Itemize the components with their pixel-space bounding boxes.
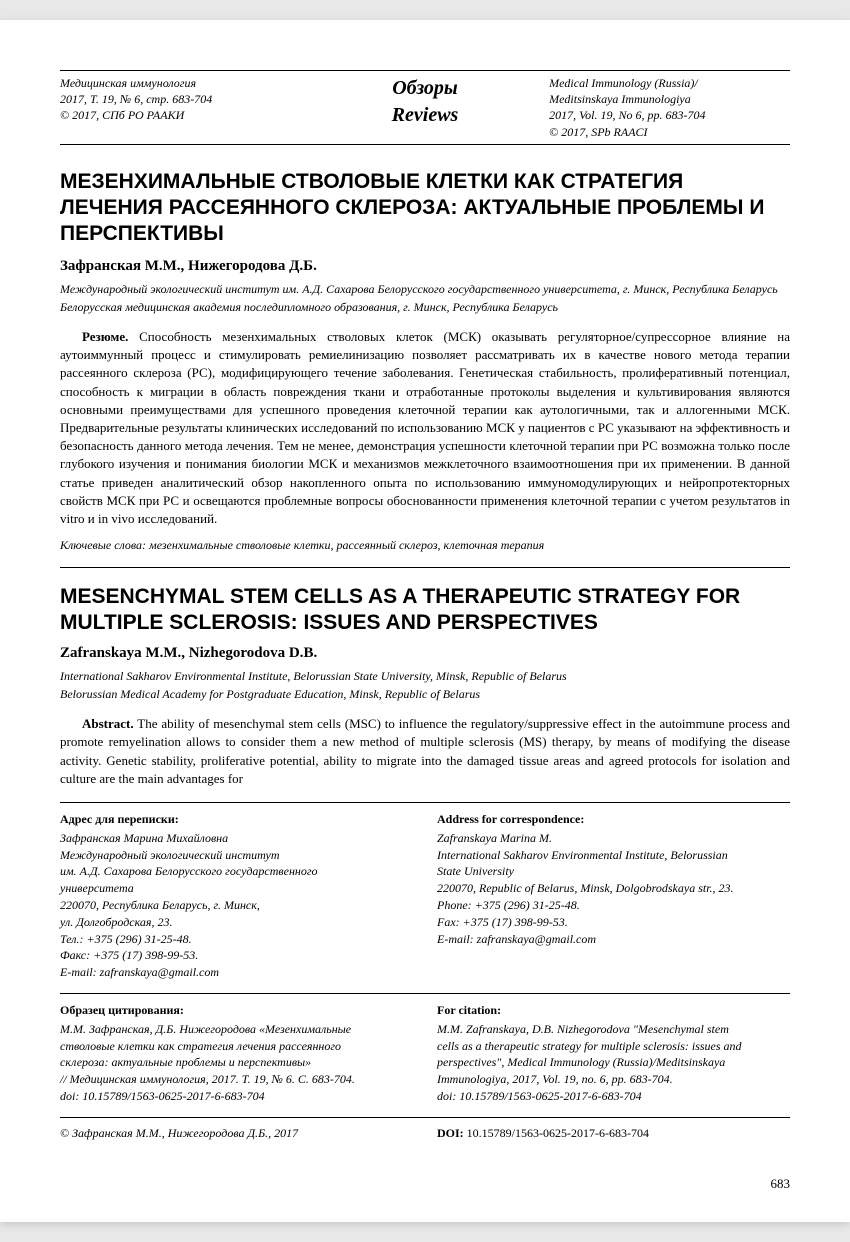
corr-heading-en: Address for correspondence: [437, 811, 790, 828]
corr-body-ru: Зафранская Марина Михайловна Международн… [60, 830, 413, 981]
abstract-text-en: The ability of mesenchymal stem cells (M… [60, 716, 790, 786]
page: Медицинская иммунология 2017, Т. 19, № 6… [0, 20, 850, 1222]
copyright-en: © 2017, SPb RAACI [549, 124, 790, 140]
journal-header: Медицинская иммунология 2017, Т. 19, № 6… [60, 70, 790, 145]
footer-doi: DOI: 10.15789/1563-0625-2017-6-683-704 [437, 1126, 790, 1141]
citation-en: For citation: M.M. Zafranskaya, D.B. Niz… [437, 1002, 790, 1105]
cit-body-en: M.M. Zafranskaya, D.B. Nizhegorodova "Me… [437, 1021, 790, 1105]
issue-ru: 2017, Т. 19, № 6, стр. 683-704 [60, 91, 301, 107]
affiliation-en-1: International Sakharov Environmental Ins… [60, 668, 790, 685]
authors-en: Zafranskaya M.M., Nizhegorodova D.B. [60, 645, 790, 662]
page-number: 683 [771, 1176, 791, 1192]
correspondence-en: Address for correspondence: Zafranskaya … [437, 811, 790, 981]
issue-en: 2017, Vol. 19, No 6, pp. 683-704 [549, 107, 790, 123]
doi-label: DOI: [437, 1126, 464, 1140]
authors-ru: Зафранская М.М., Нижегородова Д.Б. [60, 258, 790, 275]
copyright-ru: © 2017, СПб РО РААКИ [60, 107, 301, 123]
copyright-text: © Зафранская М.М., Нижегородова Д.Б., 20… [60, 1126, 298, 1140]
doi-value: 10.15789/1563-0625-2017-6-683-704 [464, 1126, 649, 1140]
header-center: Обзоры Reviews [301, 75, 549, 129]
cit-body-ru: М.М. Зафранская, Д.Б. Нижегородова «Мезе… [60, 1021, 413, 1105]
abstract-ru: Резюме. Способность мезенхимальных ствол… [60, 328, 790, 528]
article-title-en: MESENCHYMAL STEM CELLS AS A THERAPEUTIC … [60, 584, 790, 637]
divider [60, 567, 790, 568]
keywords-ru: Ключевые слова: мезенхимальные стволовые… [60, 538, 790, 553]
corr-body-en: Zafranskaya Marina M. International Sakh… [437, 830, 790, 948]
citation-block: Образец цитирования: М.М. Зафранская, Д.… [60, 993, 790, 1105]
header-left: Медицинская иммунология 2017, Т. 19, № 6… [60, 75, 301, 124]
abstract-en: Abstract. The ability of mesenchymal ste… [60, 715, 790, 788]
journal-name-en1: Medical Immunology (Russia)/ [549, 75, 790, 91]
journal-name-en2: Meditsinskaya Immunologiya [549, 91, 790, 107]
correspondence-ru: Адрес для переписки: Зафранская Марина М… [60, 811, 413, 981]
cit-heading-en: For citation: [437, 1002, 790, 1019]
journal-name-ru: Медицинская иммунология [60, 75, 301, 91]
abstract-text-ru: Способность мезенхимальных стволовых кле… [60, 329, 790, 526]
affiliation-ru-2: Белорусская медицинская академия последи… [60, 299, 790, 316]
section-ru: Обзоры [301, 75, 549, 102]
corr-heading-ru: Адрес для переписки: [60, 811, 413, 828]
cit-heading-ru: Образец цитирования: [60, 1002, 413, 1019]
header-right: Medical Immunology (Russia)/ Meditsinska… [549, 75, 790, 140]
footer-block: © Зафранская М.М., Нижегородова Д.Б., 20… [60, 1117, 790, 1141]
correspondence-block: Адрес для переписки: Зафранская Марина М… [60, 802, 790, 981]
section-en: Reviews [301, 102, 549, 129]
abstract-label-en: Abstract. [82, 716, 134, 731]
article-title-ru: МЕЗЕНХИМАЛЬНЫЕ СТВОЛОВЫЕ КЛЕТКИ КАК СТРА… [60, 169, 790, 248]
abstract-label-ru: Резюме. [82, 329, 128, 344]
affiliation-en-2: Belorussian Medical Academy for Postgrad… [60, 686, 790, 703]
footer-copyright: © Зафранская М.М., Нижегородова Д.Б., 20… [60, 1126, 413, 1141]
citation-ru: Образец цитирования: М.М. Зафранская, Д.… [60, 1002, 413, 1105]
affiliation-ru-1: Международный экологический институт им.… [60, 281, 790, 298]
